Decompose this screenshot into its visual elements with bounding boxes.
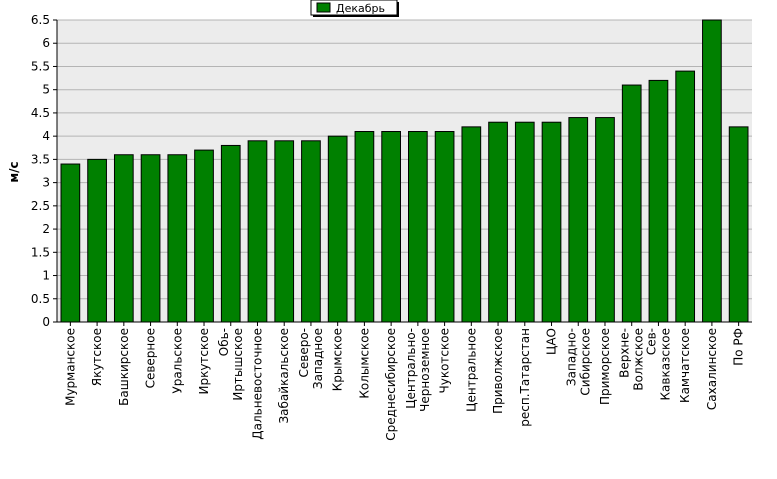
bar bbox=[461, 126, 482, 323]
y-tick-label: 2.5 bbox=[31, 199, 50, 213]
bars bbox=[60, 19, 749, 323]
x-tick-label: Забайкальское bbox=[277, 328, 291, 424]
x-tick-label: Чукотское bbox=[438, 328, 452, 393]
y-tick-label: 1.5 bbox=[31, 245, 50, 259]
x-tick-label: Среднесибирское bbox=[384, 328, 398, 441]
x-tick-label: Западно- bbox=[564, 328, 578, 386]
bar bbox=[675, 70, 696, 323]
x-tick-label: Иртышское bbox=[231, 328, 245, 401]
bar bbox=[541, 121, 562, 323]
bar bbox=[621, 84, 642, 323]
legend-swatch bbox=[316, 2, 331, 13]
x-tick-label: Башкирское bbox=[117, 328, 131, 406]
x-tick-label: Западное bbox=[311, 328, 325, 389]
y-tick-label: 1 bbox=[42, 269, 50, 283]
y-tick-label: 0.5 bbox=[31, 292, 50, 306]
x-tick-labels: Мурманское Якутское Башкирское Северное Урал… bbox=[63, 328, 745, 441]
x-tick-label: Верхне- bbox=[618, 328, 632, 378]
bar bbox=[60, 163, 81, 323]
bar bbox=[595, 117, 615, 323]
bar bbox=[381, 131, 401, 323]
y-tick-label: 4.5 bbox=[31, 106, 50, 120]
x-tick-label: Северное bbox=[144, 328, 158, 388]
plot-background bbox=[57, 20, 752, 322]
y-tick-labels: 0 0.5 1 1.5 2 2.5 3 3.5 4 4.5 5 5.5 6 6.5 bbox=[31, 13, 50, 329]
legend-entry: Декабрь bbox=[336, 2, 385, 15]
bar bbox=[301, 140, 321, 323]
x-tick-label: Черноземное bbox=[418, 328, 432, 412]
x-tick-label: Якутское bbox=[90, 328, 104, 386]
x-tick-label: Центрально- bbox=[404, 328, 418, 409]
y-tick-label: 4 bbox=[42, 129, 50, 143]
bar bbox=[140, 154, 161, 323]
x-tick-label: Сахалинское bbox=[705, 328, 719, 410]
y-axis-label: м/с bbox=[7, 161, 21, 182]
x-tick-label: Сев- bbox=[644, 328, 658, 355]
bar bbox=[702, 19, 722, 323]
axes bbox=[53, 19, 752, 326]
bar bbox=[568, 117, 589, 323]
x-tick-label: Волжское bbox=[632, 328, 646, 391]
y-tick-label: 3.5 bbox=[31, 152, 50, 166]
x-tick-label: Уральское bbox=[170, 328, 184, 394]
y-tick-label: 5 bbox=[42, 83, 50, 97]
x-tick-label: Северо- bbox=[297, 328, 311, 378]
bar bbox=[167, 154, 188, 323]
x-tick-label: Обь- bbox=[217, 328, 231, 356]
bar bbox=[274, 140, 295, 323]
y-tick-label: 2 bbox=[42, 222, 50, 236]
bar bbox=[220, 144, 241, 323]
y-tick-label: 3 bbox=[42, 176, 50, 190]
bar bbox=[488, 121, 508, 323]
bar bbox=[327, 135, 348, 323]
y-tick-label: 6.5 bbox=[31, 13, 50, 27]
x-tick-label: Колымское bbox=[357, 328, 371, 399]
x-tick-label: Крымское bbox=[331, 328, 345, 391]
x-tick-label: Мурманское bbox=[63, 328, 77, 406]
bar bbox=[113, 154, 134, 323]
x-tick-label: По РФ bbox=[732, 328, 746, 366]
x-tick-label: Иркутское bbox=[197, 328, 211, 395]
bar bbox=[434, 131, 455, 323]
y-tick-label: 5.5 bbox=[31, 59, 50, 73]
bar bbox=[728, 126, 749, 323]
x-tick-label: респ.Татарстан bbox=[518, 328, 532, 427]
x-tick-label: Приморское bbox=[598, 328, 612, 405]
legend: Декабрь bbox=[310, 0, 399, 17]
x-tick-label: Камчатское bbox=[678, 328, 692, 403]
bar bbox=[354, 131, 375, 323]
x-tick-label: Сибирское bbox=[578, 328, 592, 396]
x-tick-label: Центральное bbox=[464, 328, 478, 412]
x-tick-label: Кавказское bbox=[658, 328, 672, 401]
bar bbox=[408, 131, 428, 323]
bar bbox=[247, 140, 268, 323]
y-tick-label: 0 bbox=[42, 315, 50, 329]
legend-box bbox=[310, 0, 398, 16]
x-tick-label: ЦАО bbox=[545, 328, 559, 355]
y-tick-label: 6 bbox=[42, 36, 50, 50]
bar bbox=[87, 158, 107, 323]
x-tick-label: Приволжское bbox=[491, 328, 505, 414]
bar bbox=[194, 149, 214, 323]
bar bbox=[514, 121, 535, 323]
x-tick-label: Дальневосточное bbox=[250, 328, 264, 440]
bar bbox=[648, 79, 669, 323]
